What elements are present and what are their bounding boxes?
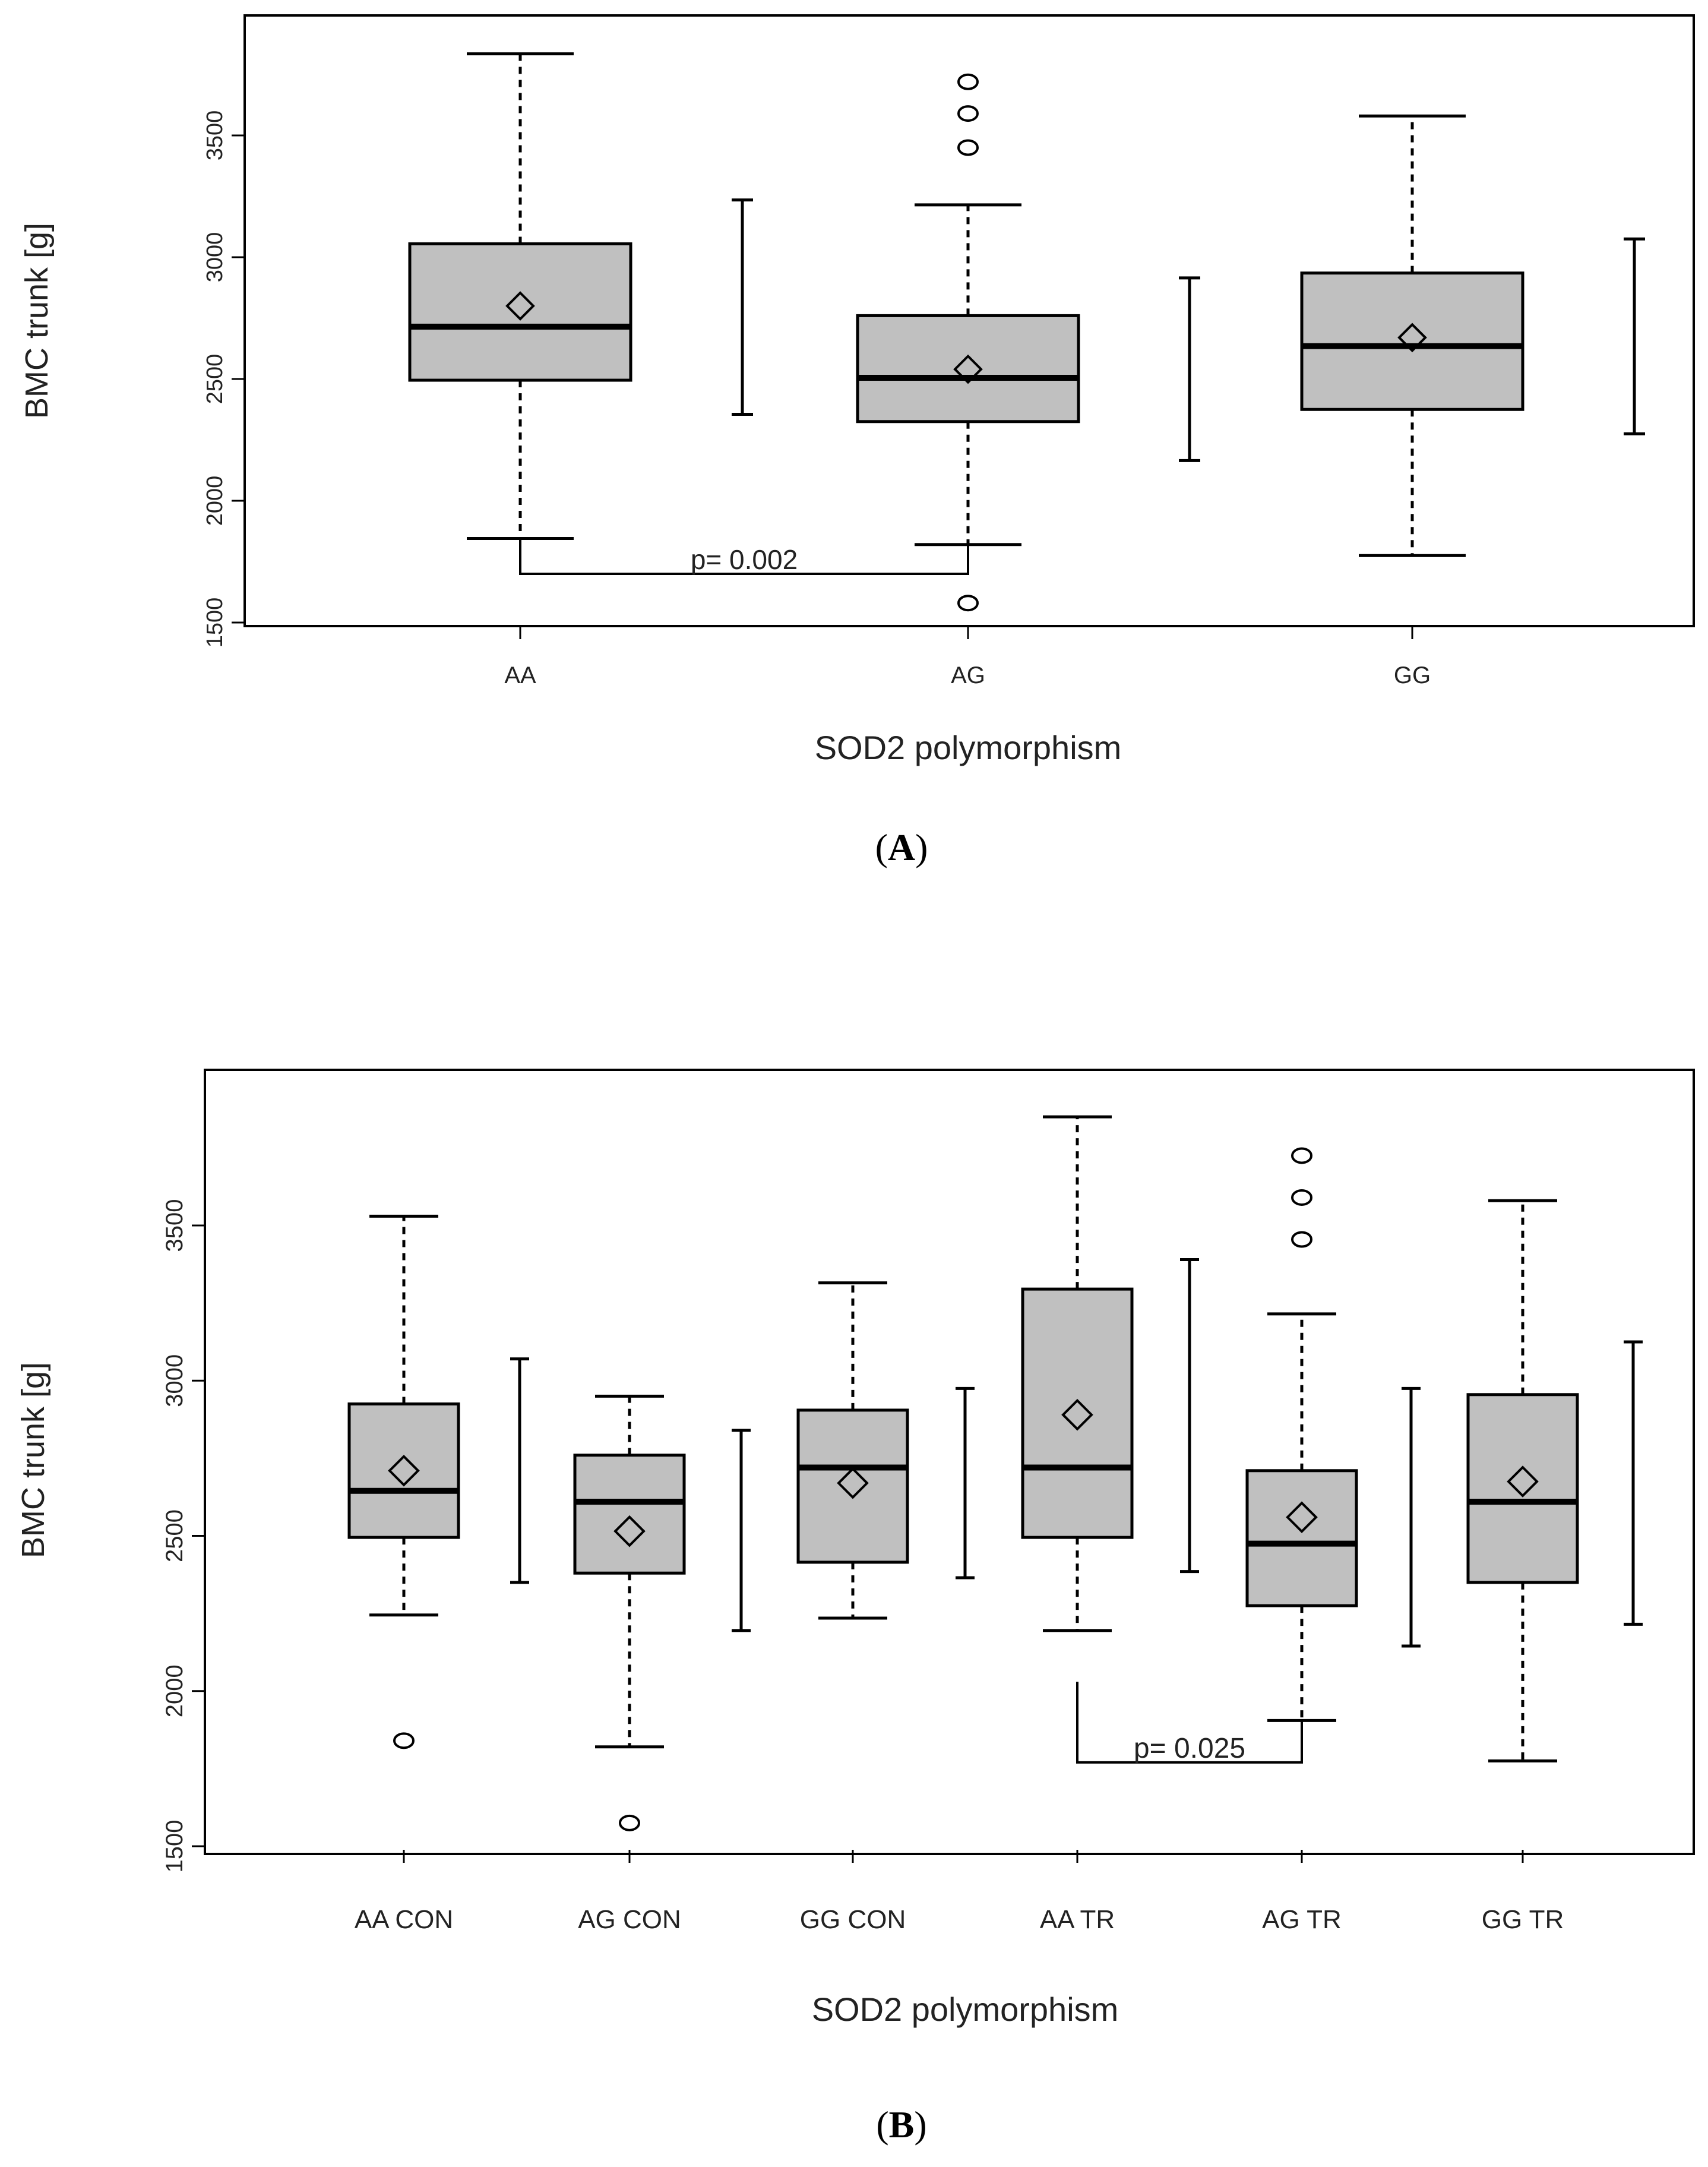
y-tick-label: 2000: [162, 1664, 188, 1717]
mean-marker: [1061, 1398, 1093, 1431]
outlier-point: [957, 105, 979, 122]
x-category-label: AG: [951, 662, 985, 688]
x-category-label: AA CON: [355, 1905, 453, 1934]
panel-a: 1500 2000 2500 3000 3500 AA AG GG p= 0.002 BMC t…: [19, 14, 1695, 868]
outlier-point: [1291, 1189, 1312, 1206]
chart-marks: 1500 2000 2500 3000 3500 AA CON AG CON GG CON AA…: [162, 1115, 1643, 1934]
y-tick-label: 1500: [203, 598, 227, 648]
mean-marker: [1397, 323, 1427, 353]
panel-label-letter: A: [888, 826, 915, 868]
significance-bracket: [519, 538, 969, 575]
panel-label: (A): [875, 826, 928, 868]
p-value-label: p= 0.025: [1134, 1733, 1245, 1764]
box-iqr: [1300, 271, 1524, 411]
x-category-label: GG: [1394, 662, 1431, 688]
mean-marker: [1286, 1501, 1318, 1533]
outlier-point: [957, 73, 979, 90]
box-iqr: [408, 242, 632, 382]
y-tick-label: 3500: [203, 110, 227, 161]
outlier-point: [1291, 1147, 1312, 1164]
panel-b: 1500 2000 2500 3000 3500 AA CON AG CON GG CON AA…: [15, 1069, 1695, 2146]
box-iqr: [1245, 1469, 1358, 1607]
mean-marker: [388, 1454, 420, 1487]
plot-frame: [204, 1069, 1695, 1855]
box-iqr: [1021, 1287, 1134, 1539]
x-category-label: AG CON: [578, 1905, 681, 1934]
panel-label-letter: B: [889, 2103, 915, 2146]
y-tick-label: 2000: [203, 476, 227, 526]
outlier-point: [957, 139, 979, 156]
y-tick-label: 3000: [203, 232, 227, 283]
y-tick-label: 3500: [162, 1199, 188, 1252]
mean-marker: [505, 291, 535, 321]
outlier-point: [1291, 1231, 1312, 1248]
x-category-label: AG TR: [1262, 1905, 1342, 1934]
box-iqr: [796, 1408, 909, 1564]
x-category-label: GG CON: [800, 1905, 906, 1934]
outlier-point: [393, 1732, 415, 1749]
y-axis-title: BMC trunk [g]: [19, 223, 55, 419]
y-tick-label: 3000: [162, 1354, 188, 1407]
significance-bracket: [1076, 1682, 1303, 1764]
box-iqr: [1466, 1393, 1579, 1584]
x-category-label: AA TR: [1040, 1905, 1115, 1934]
outlier-point: [619, 1814, 640, 1831]
box-iqr: [573, 1454, 686, 1575]
y-tick-label: 2500: [203, 354, 227, 405]
mean-marker: [953, 354, 983, 384]
box-iqr: [347, 1402, 460, 1539]
panel-label: (B): [876, 2103, 926, 2146]
x-category-label: AA: [504, 662, 536, 688]
y-tick-label: 2500: [162, 1509, 188, 1562]
x-axis-title: SOD2 polymorphism: [812, 1991, 1119, 2028]
mean-marker: [1507, 1465, 1539, 1498]
mean-marker: [837, 1467, 869, 1499]
y-axis-title: BMC trunk [g]: [15, 1362, 51, 1558]
x-axis-title: SOD2 polymorphism: [815, 729, 1122, 766]
box-iqr: [856, 314, 1080, 424]
outlier-point: [957, 595, 979, 612]
p-value-label: p= 0.002: [691, 544, 798, 575]
chart-marks: 1500 2000 2500 3000 3500 AA AG GG p= 0.002: [203, 52, 1645, 688]
y-tick-label: 1500: [162, 1820, 188, 1873]
x-category-label: GG TR: [1482, 1905, 1564, 1934]
plot-frame: [243, 14, 1695, 627]
mean-marker: [613, 1515, 646, 1547]
